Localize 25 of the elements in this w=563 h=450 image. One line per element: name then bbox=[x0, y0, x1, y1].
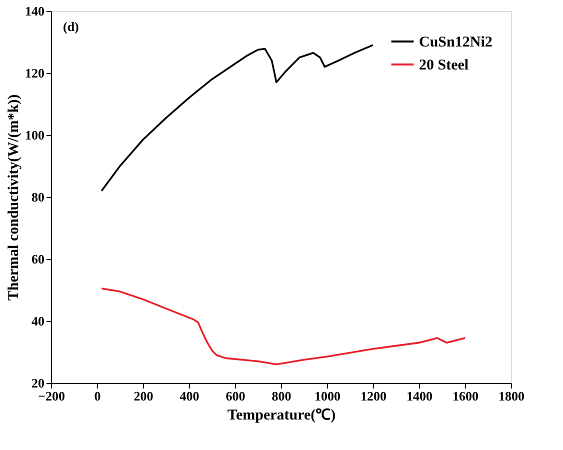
y-tick-label: 120 bbox=[25, 66, 44, 80]
x-tick-label: 200 bbox=[134, 388, 154, 404]
line-series bbox=[100, 44, 374, 192]
x-tick-label: 400 bbox=[180, 388, 200, 404]
y-tick-label: 80 bbox=[32, 190, 44, 204]
y-axis-title: Thermal conductivity(W/(m*k)) bbox=[6, 94, 22, 301]
y-tick-label: 20 bbox=[32, 376, 44, 390]
y-tick-label: 140 bbox=[25, 4, 44, 18]
x-tick-label: 1200 bbox=[360, 388, 386, 404]
x-tick-label: 1600 bbox=[452, 388, 478, 404]
line-series bbox=[100, 288, 466, 366]
y-tick-label: 60 bbox=[32, 252, 44, 266]
legend-label: 20 Steel bbox=[419, 58, 469, 74]
x-tick-label: 1000 bbox=[314, 388, 340, 404]
annotation: (d) bbox=[63, 19, 79, 34]
x-tick-label: 800 bbox=[272, 388, 292, 404]
x-tick-label: 1800 bbox=[498, 388, 524, 404]
y-tick-label: 40 bbox=[32, 314, 44, 328]
x-tick-label: 1400 bbox=[406, 388, 432, 404]
y-tick-label: 100 bbox=[25, 128, 44, 142]
legend-label: CuSn12Ni2 bbox=[419, 34, 492, 50]
x-axis-title: Temperature(℃) bbox=[227, 408, 336, 424]
x-tick-label: −200 bbox=[38, 388, 65, 404]
x-tick-label: 600 bbox=[226, 388, 246, 404]
x-tick-label: 0 bbox=[94, 388, 101, 404]
